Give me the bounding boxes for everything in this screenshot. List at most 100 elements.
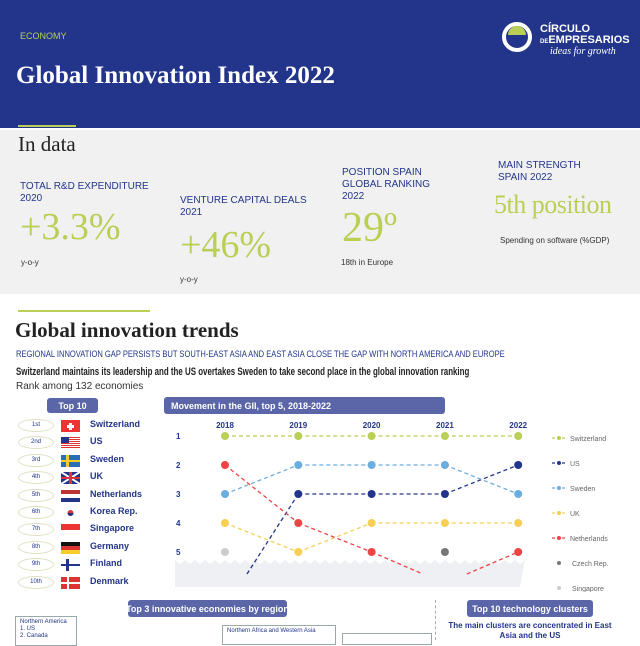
country-name: Denmark <box>90 575 129 586</box>
gii-movement-chart: 2018 2019 2020 2021 2022 1 2 3 4 5 Switzerland US Sw… <box>175 421 609 592</box>
legend-marker <box>557 536 561 540</box>
logo-line2: EMPRESARIOS <box>548 34 630 46</box>
divider <box>435 600 436 640</box>
legend-label: Netherlands <box>570 536 608 543</box>
stat-note: y-o-y <box>21 258 39 267</box>
rank-badge: 6th <box>18 506 54 519</box>
country-name: Switzerland <box>90 419 141 429</box>
rank-badge: 1st <box>18 419 54 432</box>
germany-flag-icon <box>61 541 80 554</box>
logo-tagline: ideas for growth <box>550 46 616 57</box>
top10-row: 2nd US <box>18 436 158 450</box>
top10-row: 5th Netherlands <box>18 488 158 503</box>
trends-headline: Switzerland maintains its leadership and… <box>16 366 470 378</box>
data-point <box>514 461 523 469</box>
series-line-sweden <box>224 464 299 495</box>
stat-value: +46% <box>180 224 272 266</box>
singapore-flag-icon <box>61 524 80 537</box>
legend-marker <box>557 486 561 490</box>
sweden-flag-icon <box>61 454 80 467</box>
y-tick-label: 3 <box>176 490 181 499</box>
data-point <box>221 519 229 527</box>
top10-row: 6th Korea Rep. <box>18 506 158 520</box>
rank-badge: 9th <box>18 558 54 572</box>
data-point <box>440 490 449 498</box>
stat-label: MAIN STRENGTH SPAIN 2022 <box>498 160 581 183</box>
country-name: Singapore <box>90 523 135 534</box>
top10-row: 4th UK <box>18 471 158 485</box>
stat-label: VENTURE CAPITAL DEALS 2021 <box>180 195 307 218</box>
stat-note: 18th in Europe <box>341 258 394 267</box>
data-point <box>367 548 376 556</box>
trends-subtitle: REGIONAL INNOVATION GAP PERSISTS BUT SOU… <box>16 349 505 359</box>
x-tick-label: 2022 <box>509 421 527 430</box>
in-data-heading: In data <box>18 132 76 156</box>
page-title: Global Innovation Index 2022 <box>16 62 335 89</box>
series-line-us <box>444 464 519 495</box>
legend-marker <box>557 461 561 465</box>
region-title: Northern Africa and Western Asia <box>227 628 316 634</box>
legend-marker <box>557 511 561 515</box>
region-box <box>342 633 432 645</box>
data-point <box>294 519 303 527</box>
data-point <box>221 432 229 440</box>
country-name: Germany <box>90 540 130 551</box>
country-name: US <box>90 436 103 447</box>
data-point <box>440 461 449 469</box>
data-point <box>514 548 523 556</box>
top10-row: 3rd Sweden <box>18 453 158 468</box>
legend-marker <box>557 586 561 590</box>
x-tick-label: 2019 <box>289 421 307 430</box>
country-name: Sweden <box>90 453 125 464</box>
x-tick-label: 2020 <box>363 421 381 430</box>
series-line-netherlands <box>224 464 299 524</box>
y-tick-label: 1 <box>176 432 181 441</box>
data-point <box>367 461 376 469</box>
legend-marker <box>557 561 561 565</box>
data-point <box>221 548 229 556</box>
logo-line1: CÍRCULO <box>540 23 591 35</box>
series-line-us <box>246 493 299 575</box>
region-item: 2. Canada <box>20 633 48 639</box>
top10-row: 10th Denmark <box>18 575 158 590</box>
netherlands-flag-icon <box>61 489 80 502</box>
legend-label: Switzerland <box>570 436 606 443</box>
legend-label: UK <box>570 511 580 518</box>
series-line-uk <box>224 522 299 553</box>
rank-badge: 8th <box>18 540 54 554</box>
y-tick-label: 4 <box>176 519 181 528</box>
data-point <box>294 490 303 498</box>
stat-value: 29º <box>342 205 398 251</box>
regions-label: Top 3 innovative economies by region <box>126 600 289 617</box>
series-line-uk <box>298 522 372 553</box>
rank-badge: 4th <box>18 471 54 485</box>
country-name: UK <box>90 471 103 482</box>
chart-title: Movement in the GII, top 5, 2018-2022 <box>164 397 445 414</box>
top10-label: Top 10 <box>47 398 98 413</box>
legend-label: Czech Rep. <box>572 561 609 568</box>
data-point <box>294 461 303 469</box>
clusters-text: The main clusters are concentrated in Ea… <box>448 621 612 640</box>
clusters-label: Top 10 technology clusters <box>467 600 593 617</box>
logo-prefix: DE <box>540 39 549 45</box>
rank-badge: 10th <box>18 575 54 589</box>
data-point <box>294 548 303 556</box>
region-title: Northern America <box>20 619 67 625</box>
legend-label: US <box>570 461 580 468</box>
finland-flag-icon <box>61 559 80 572</box>
data-point <box>221 461 229 469</box>
logo-circle-icon <box>502 22 532 52</box>
denmark-flag-icon <box>61 576 80 589</box>
rank-badge: 7th <box>18 523 54 537</box>
top10-row: 7th Singapore <box>18 523 158 537</box>
data-point <box>440 432 449 440</box>
data-point <box>440 519 449 527</box>
nawa-box: Northern Africa and Western Asia <box>222 625 336 645</box>
country-name: Korea Rep. <box>90 506 138 516</box>
data-point <box>514 519 523 527</box>
series-line-sweden <box>444 464 519 495</box>
data-point <box>367 490 376 498</box>
data-point <box>294 432 303 440</box>
series-line-netherlands <box>298 522 372 553</box>
stat-label: TOTAL R&D EXPENDITURE 2020 <box>20 181 149 204</box>
